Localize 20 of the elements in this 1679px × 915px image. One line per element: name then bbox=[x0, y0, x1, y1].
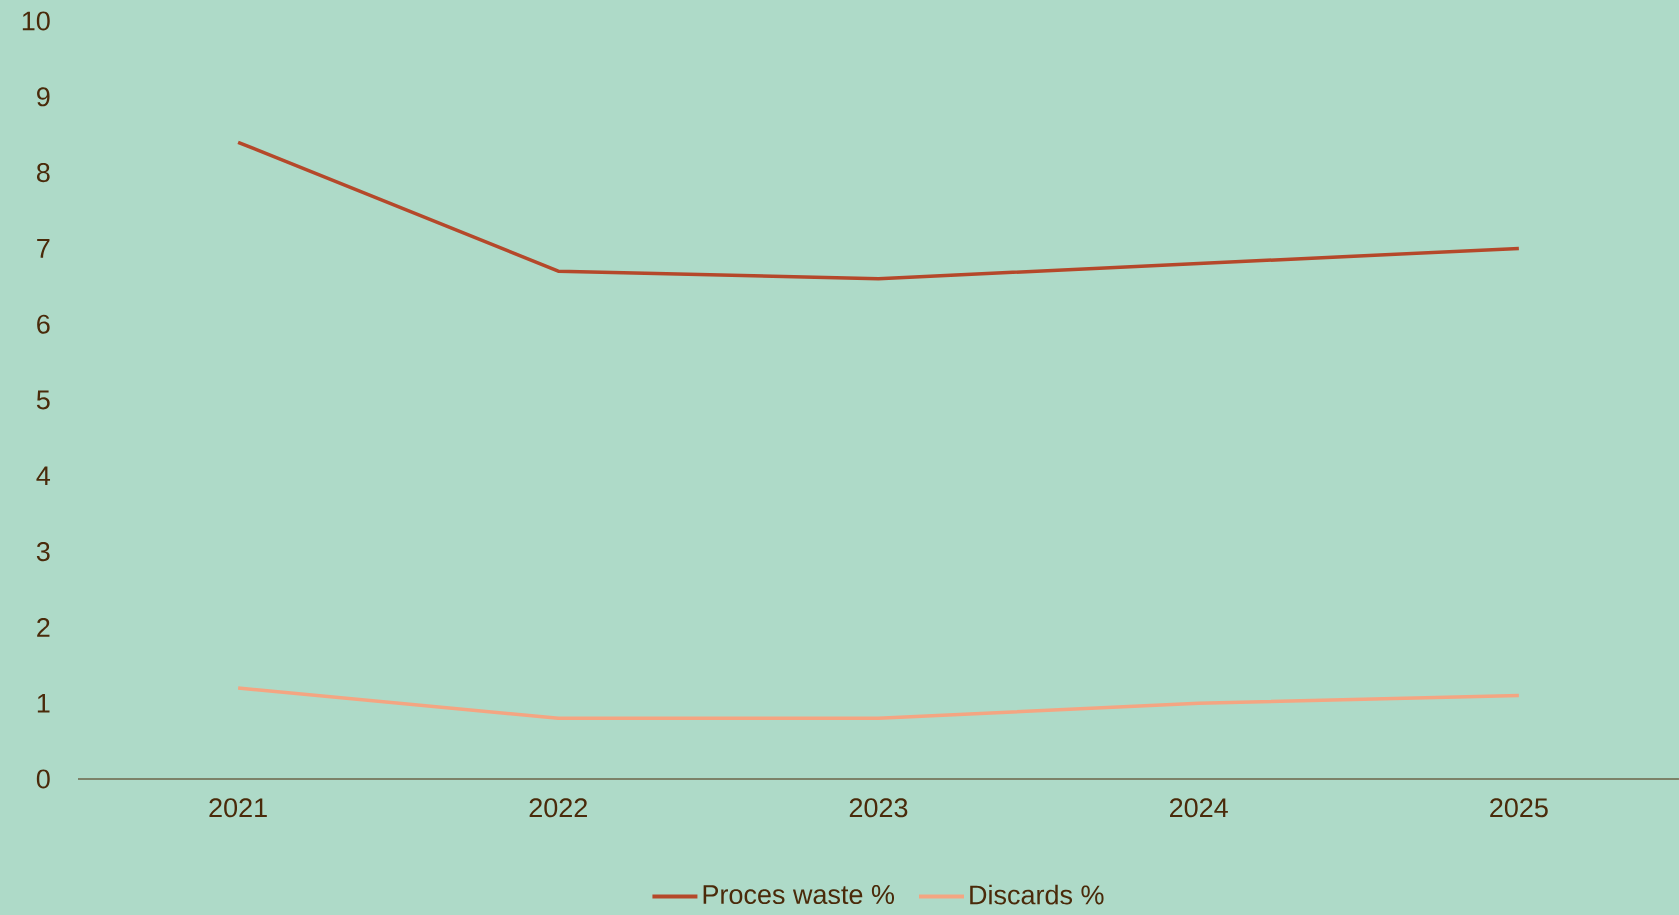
x-tick-label: 2023 bbox=[849, 798, 908, 818]
y-tick-label: 1 bbox=[37, 693, 50, 713]
y-tick-label: 2 bbox=[37, 617, 50, 637]
y-tick-label: 4 bbox=[36, 466, 51, 486]
legend-label: Proces waste % bbox=[703, 885, 895, 905]
y-tick-label: 6 bbox=[37, 314, 50, 334]
x-tick-label: 2025 bbox=[1490, 798, 1548, 818]
y-tick-label: 5 bbox=[36, 390, 50, 410]
x-tick-label: 2022 bbox=[529, 798, 587, 818]
legend-label: Discards % bbox=[970, 884, 1104, 905]
y-tick-label: 3 bbox=[36, 542, 50, 562]
line-series bbox=[236, 140, 1521, 281]
y-tick-label: 10 bbox=[22, 11, 50, 31]
y-tick-label: 8 bbox=[36, 163, 50, 183]
y-tick-label: 0 bbox=[36, 769, 50, 789]
line-series bbox=[236, 686, 1521, 721]
x-tick-label: 2021 bbox=[209, 798, 267, 818]
x-tick-label: 2024 bbox=[1170, 798, 1228, 818]
y-tick-label: 7 bbox=[37, 239, 50, 258]
y-tick-label: 9 bbox=[37, 87, 50, 107]
